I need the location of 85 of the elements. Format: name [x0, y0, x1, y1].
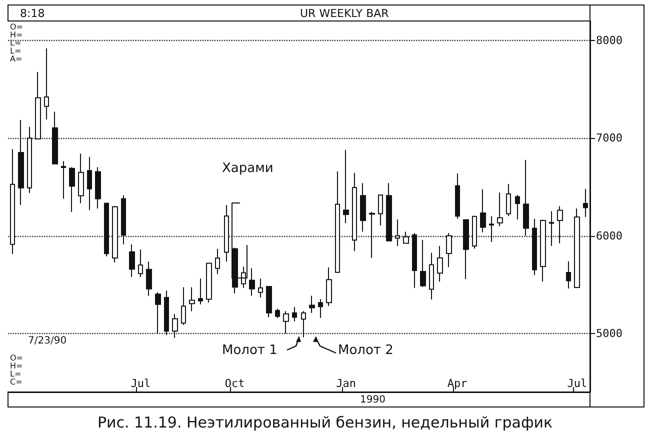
candlestick — [292, 306, 297, 322]
candlestick — [574, 208, 580, 288]
y-tick-label: 8000 — [596, 34, 622, 48]
candlestick — [403, 231, 409, 244]
annotation: Харами — [222, 161, 274, 176]
candlestick — [455, 173, 460, 220]
candlestick — [78, 153, 84, 204]
candlestick — [172, 313, 178, 338]
candlestick — [335, 170, 340, 273]
candlestick — [369, 211, 375, 258]
candlestick — [378, 194, 383, 226]
candlestick — [463, 218, 469, 280]
text: 1990 — [360, 394, 386, 406]
candlestick — [112, 206, 118, 264]
candlestick — [138, 249, 143, 278]
candlestick — [241, 266, 246, 288]
candlestick — [446, 232, 452, 268]
candlestick — [557, 206, 563, 244]
candlestick — [412, 232, 417, 288]
candlestick — [249, 268, 255, 296]
candlestick — [318, 298, 323, 318]
candlestick — [275, 308, 280, 318]
candlestick — [343, 149, 349, 224]
candlestick — [232, 247, 238, 294]
y-tick-label: 7000 — [596, 132, 622, 145]
candlestick — [10, 148, 15, 254]
annotation: Молот 1 — [222, 343, 278, 358]
candlestick — [506, 184, 511, 217]
candlestick — [429, 252, 434, 300]
candlestick — [420, 239, 426, 288]
x-tick-label: Jul — [130, 377, 151, 390]
y-tick-label: 6000 — [596, 229, 622, 242]
candlestick — [489, 216, 494, 242]
annotation: Молот 2 — [338, 343, 394, 358]
candlestick — [360, 182, 366, 232]
candlestick — [283, 310, 289, 334]
candlestick — [309, 295, 315, 314]
candlestick — [104, 202, 109, 257]
x-tick-label: Oct — [224, 377, 245, 390]
candlestick — [549, 210, 554, 247]
candlestick — [181, 286, 186, 326]
y-tick-label: 5000 — [596, 326, 622, 340]
candlestick — [386, 182, 392, 242]
candlestick — [95, 166, 101, 209]
candlestick — [189, 286, 195, 312]
candlestick — [18, 120, 24, 206]
candlestick — [301, 310, 306, 338]
candlestick — [395, 218, 400, 247]
candlestick — [215, 248, 220, 275]
candlestick — [523, 159, 529, 236]
candlestick — [61, 160, 66, 200]
candlestick — [69, 166, 75, 212]
candlestick — [326, 266, 332, 306]
text: 8:18 — [20, 7, 45, 20]
candlestick — [164, 290, 169, 336]
candlestick — [497, 192, 503, 227]
candlestick — [87, 156, 92, 211]
x-tick-label: Jan — [336, 377, 356, 390]
candlestick — [437, 246, 443, 282]
candlestick — [129, 244, 135, 278]
candlestick — [258, 278, 263, 298]
annotation: 7/23/90 — [28, 336, 67, 346]
candlestick — [566, 260, 571, 290]
candlestick — [27, 126, 32, 194]
candlestick — [121, 194, 126, 245]
annotation: O= H= L= C= — [10, 354, 23, 386]
candlestick — [224, 204, 229, 262]
candlestick — [35, 72, 41, 140]
x-tick-label: Jul — [567, 377, 588, 390]
candlestick — [480, 188, 486, 233]
candlestick — [44, 48, 49, 120]
text: UR WEEKLY BAR — [300, 7, 390, 20]
candlestick — [198, 278, 203, 305]
candlestick — [532, 218, 537, 276]
x-tick-label: Apr — [447, 377, 468, 390]
candlestick — [146, 261, 152, 296]
candlestick — [515, 194, 520, 220]
candlestick — [540, 219, 546, 282]
candlestick — [206, 262, 212, 304]
candlestick — [472, 216, 477, 250]
candlestick — [155, 292, 161, 334]
text: Рис. 11.19. Неэтилированный бензин, недельный график — [97, 414, 553, 432]
candlestick — [352, 172, 357, 252]
candlestick — [52, 111, 58, 164]
candlestick — [266, 286, 272, 318]
